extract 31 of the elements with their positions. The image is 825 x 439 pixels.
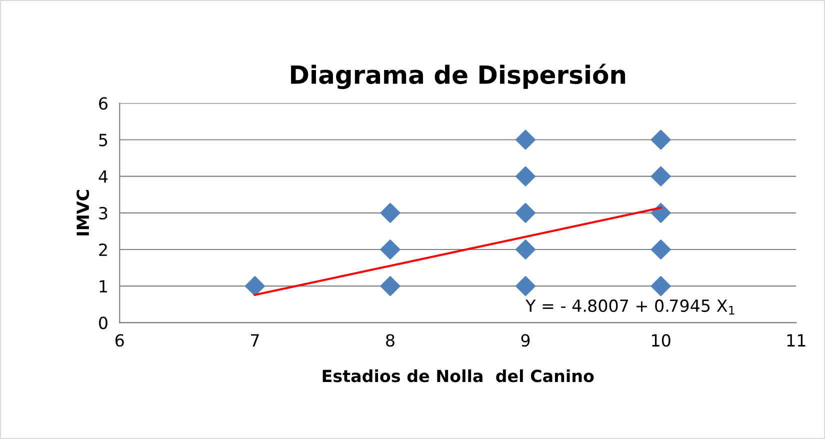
x-axis-title: Estadios de Nolla del Canino	[322, 369, 594, 382]
x-tick-label: 7	[250, 334, 259, 346]
annotation: Y = - 4.8007 + 0.7945 X$_{1}$	[525, 299, 734, 315]
x-tick-label: 6	[115, 334, 124, 347]
point	[650, 202, 671, 223]
y-tick-label: 5	[99, 134, 108, 146]
y-tick-label: 3	[99, 206, 108, 220]
point	[516, 239, 536, 260]
y-tick-label: 2	[99, 243, 107, 256]
x-tick-label: 11	[787, 334, 806, 346]
point	[516, 202, 536, 223]
x-tick-label: 10	[652, 334, 670, 347]
point	[516, 276, 536, 296]
point	[516, 166, 536, 186]
point	[380, 239, 400, 260]
y-tick-label: 6	[99, 97, 108, 110]
x-tick-label: 8	[386, 334, 394, 347]
point	[650, 276, 671, 296]
point	[244, 276, 265, 296]
y-tick-label: 0	[99, 316, 108, 330]
point	[516, 130, 536, 150]
x-tick-label: 9	[521, 334, 530, 347]
y-tick-label: 4	[98, 170, 108, 183]
point	[380, 276, 400, 296]
point	[650, 239, 671, 260]
point	[650, 130, 671, 150]
y-axis-title: IMVC	[76, 190, 90, 236]
chart-title: Diagrama de Dispersión	[291, 64, 626, 90]
point	[380, 202, 400, 223]
y-tick-label: 1	[100, 280, 107, 292]
point	[650, 166, 671, 186]
